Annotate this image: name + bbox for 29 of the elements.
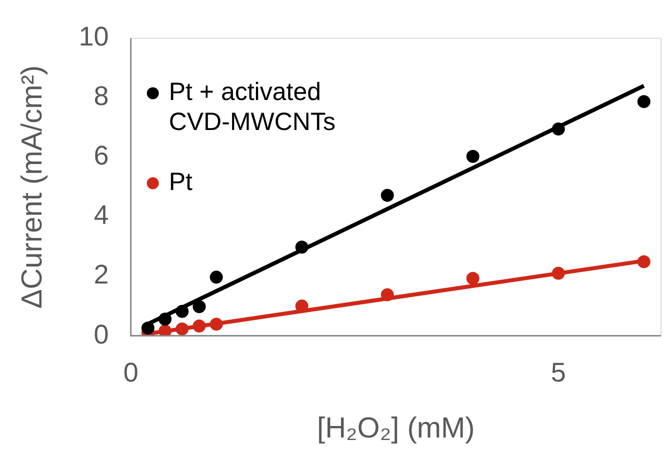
y-tick-label: 4 bbox=[94, 200, 109, 230]
point bbox=[192, 319, 206, 332]
point bbox=[176, 322, 189, 336]
point bbox=[295, 240, 308, 254]
point bbox=[158, 312, 172, 326]
point bbox=[176, 304, 189, 318]
point bbox=[466, 150, 480, 163]
y-tick-label: 0 bbox=[94, 319, 109, 350]
legend-label: Pt bbox=[168, 168, 193, 196]
y-tick-label: 2 bbox=[94, 260, 109, 290]
x-axis-title: [H₂O₂] (mM) bbox=[317, 412, 475, 445]
y-axis-title: ΔCurrent (mA/cm²) bbox=[16, 65, 48, 309]
point bbox=[552, 266, 565, 280]
y-tick-label: 8 bbox=[94, 81, 109, 112]
point bbox=[552, 122, 565, 136]
point bbox=[466, 272, 480, 285]
point bbox=[141, 322, 154, 335]
point bbox=[158, 324, 172, 336]
point bbox=[210, 318, 223, 331]
point bbox=[210, 270, 223, 284]
point bbox=[192, 300, 206, 314]
legend-label: Pt + activated CVD-MWCNTs bbox=[168, 78, 336, 136]
point bbox=[637, 255, 650, 268]
y-tick-label: 6 bbox=[94, 140, 109, 171]
point bbox=[380, 288, 394, 302]
x-tick-label: 5 bbox=[550, 357, 566, 388]
point bbox=[637, 95, 650, 108]
point bbox=[380, 188, 394, 202]
y-tick-label: 10 bbox=[78, 22, 109, 52]
